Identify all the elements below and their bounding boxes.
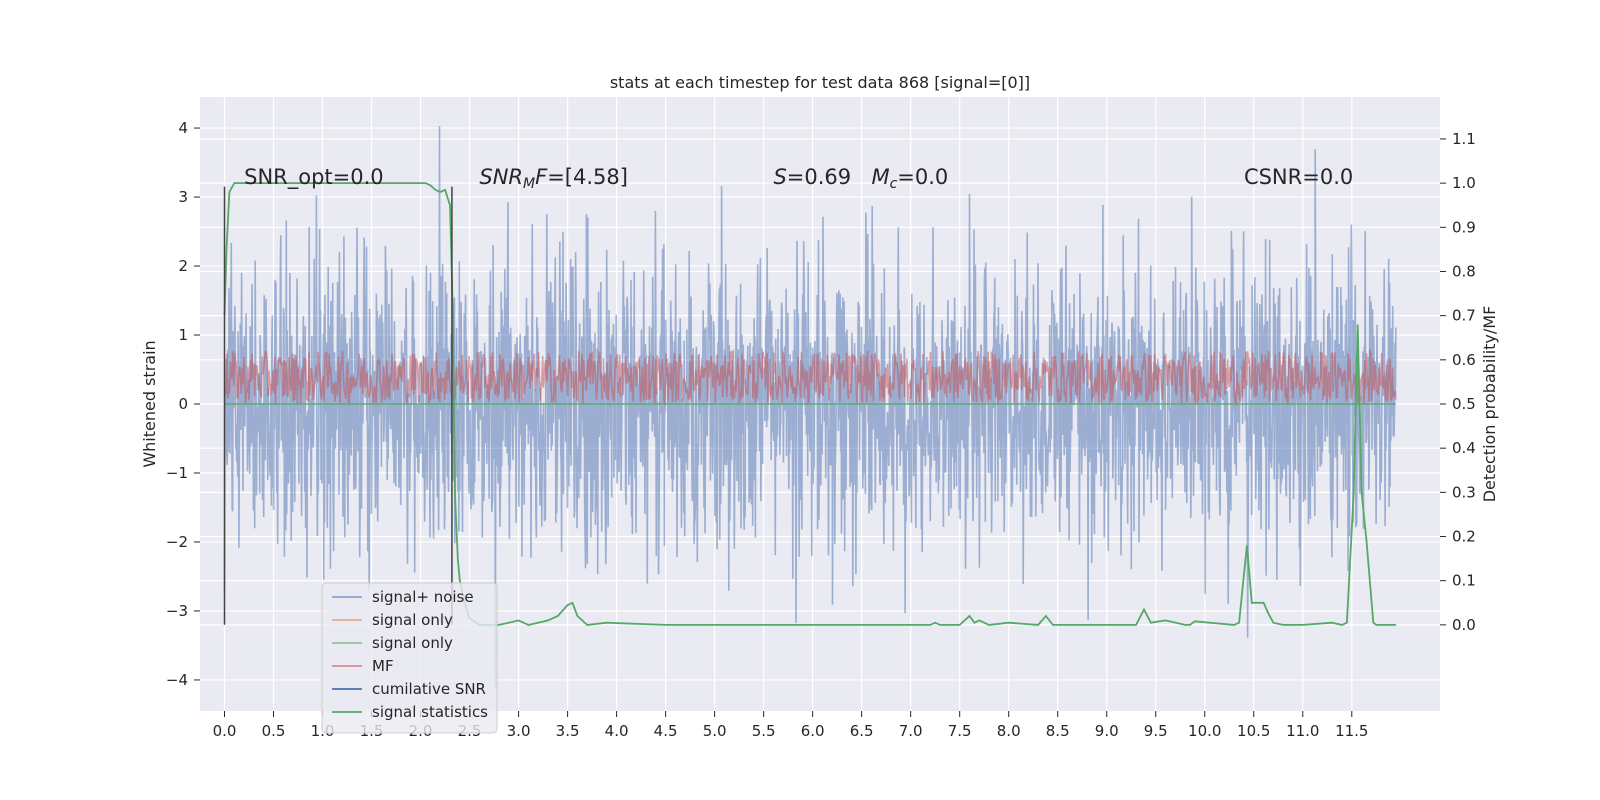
annotation-0: SNR_opt=0.0 (244, 165, 384, 190)
y-right-tick-label-8: 0.8 (1452, 262, 1476, 280)
legend: signal+ noise signal only signal only MF cum… (321, 582, 498, 734)
x-tick-label-18: 9.0 (1095, 722, 1119, 740)
series-signal-noise (223, 125, 1397, 687)
y-right-tick-label-9: 0.9 (1452, 218, 1476, 236)
y-right-tick-label-2: 0.2 (1452, 528, 1476, 546)
x-tick-label-16: 8.0 (997, 722, 1021, 740)
y-tick-label-5: 1 (178, 326, 188, 344)
x-tick-label-22: 11.0 (1286, 722, 1319, 740)
x-tick-label-14: 7.0 (899, 722, 923, 740)
y-tick-label-3: −1 (166, 464, 188, 482)
annotation-3: Mc=0.0 (871, 165, 948, 192)
y-axis-right-ticks: 0.0 0.1 0.2 0.3 0.4 0.5 0.6 0.7 0.8 0.9 1.0 1.1 (1440, 130, 1476, 634)
y-right-tick-label-3: 0.3 (1452, 483, 1476, 501)
x-tick-label-7: 3.5 (556, 722, 580, 740)
legend-label-5: signal statistics (372, 703, 488, 721)
chart-title: stats at each timestep for test data 868… (610, 73, 1030, 92)
x-tick-label-17: 8.5 (1046, 722, 1070, 740)
y-tick-label-1: −3 (166, 602, 188, 620)
y-right-tick-label-10: 1.0 (1452, 174, 1476, 192)
x-tick-label-15: 7.5 (948, 722, 972, 740)
y-tick-label-0: −4 (166, 671, 188, 689)
x-tick-label-20: 10.0 (1188, 722, 1221, 740)
x-tick-label-9: 4.5 (654, 722, 678, 740)
y-right-tick-label-11: 1.1 (1452, 130, 1476, 148)
vertical-markers (223, 186, 453, 625)
x-tick-label-10: 5.0 (703, 722, 727, 740)
x-axis-ticks: 0.00.51.01.52.02.53.03.54.04.55.05.56.06… (213, 711, 1368, 740)
series-layer (223, 125, 1397, 687)
legend-label-3: MF (372, 657, 394, 675)
y-axis-right-label: Detection probability/MF (1480, 306, 1499, 503)
x-tick-label-19: 9.5 (1144, 722, 1168, 740)
y-right-tick-label-1: 0.1 (1452, 572, 1476, 590)
x-tick-label-21: 10.5 (1237, 722, 1270, 740)
annotations: SNR_opt=0.0 SNRMF=[4.58] S=0.69 Mc=0.0 CSNR=… (244, 165, 1353, 192)
legend-label-1: signal only (372, 611, 453, 629)
x-tick-label-11: 5.5 (752, 722, 776, 740)
x-tick-label-12: 6.0 (801, 722, 825, 740)
legend-box (321, 582, 498, 734)
series-signal-statistics (223, 182, 1396, 626)
y-right-tick-label-4: 0.4 (1452, 439, 1476, 457)
legend-label-0: signal+ noise (372, 588, 474, 606)
x-tick-label-8: 4.0 (605, 722, 629, 740)
y-axis-ticks: −4 −3 −2 −1 0 1 2 3 4 (166, 119, 200, 689)
annotation-1: SNRMF=[4.58] (479, 165, 628, 192)
annotation-4: CSNR=0.0 (1244, 165, 1353, 189)
y-tick-label-8: 4 (178, 119, 188, 137)
legend-label-2: signal only (372, 634, 453, 652)
y-right-tick-label-6: 0.6 (1452, 351, 1476, 369)
y-tick-label-2: −2 (166, 533, 188, 551)
x-tick-label-6: 3.0 (507, 722, 531, 740)
x-tick-label-1: 0.5 (262, 722, 286, 740)
annotation-2: S=0.69 (773, 165, 851, 189)
y-right-tick-label-0: 0.0 (1452, 616, 1476, 634)
y-tick-label-4: 0 (178, 395, 188, 413)
y-tick-label-6: 2 (178, 257, 188, 275)
legend-label-4: cumilative SNR (372, 680, 486, 698)
x-tick-label-13: 6.5 (850, 722, 874, 740)
y-tick-label-7: 3 (178, 188, 188, 206)
x-tick-label-23: 11.5 (1335, 722, 1368, 740)
series-mf (223, 349, 1397, 407)
y-axis-label: Whitened strain (140, 340, 159, 467)
y-right-tick-label-5: 0.5 (1452, 395, 1476, 413)
x-tick-label-0: 0.0 (213, 722, 237, 740)
y-right-tick-label-7: 0.7 (1452, 307, 1476, 325)
